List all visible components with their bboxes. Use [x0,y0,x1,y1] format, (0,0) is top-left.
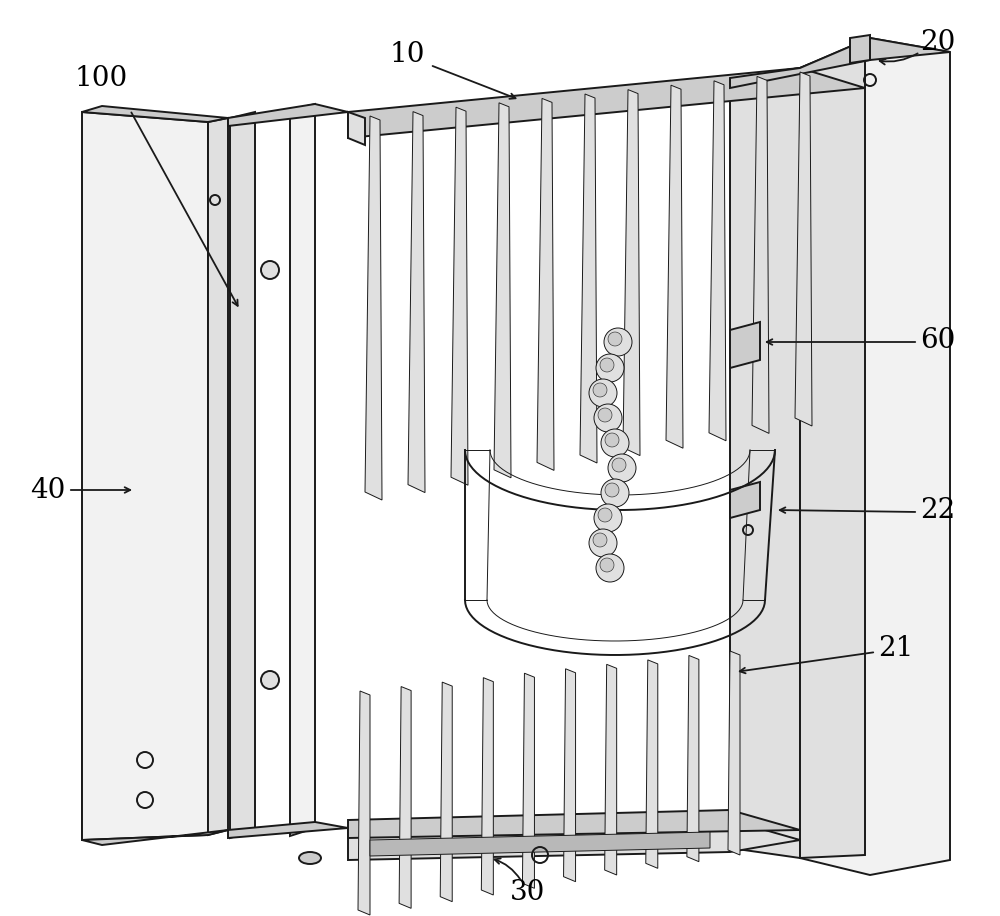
Polygon shape [440,682,452,901]
Circle shape [589,529,617,557]
Circle shape [600,558,614,572]
Polygon shape [228,822,348,838]
Circle shape [261,671,279,689]
Polygon shape [522,673,534,889]
Polygon shape [358,691,370,915]
Circle shape [596,354,624,382]
Polygon shape [228,104,348,126]
Polygon shape [850,35,870,63]
Polygon shape [408,112,425,493]
Polygon shape [623,90,640,455]
Polygon shape [348,68,865,138]
Text: 60: 60 [920,326,955,354]
Circle shape [605,483,619,497]
Circle shape [601,429,629,457]
Text: 30: 30 [510,878,545,906]
Circle shape [608,332,622,346]
Circle shape [593,383,607,397]
Polygon shape [481,678,493,895]
Circle shape [612,458,626,472]
Polygon shape [537,98,554,471]
Circle shape [594,504,622,532]
Polygon shape [728,651,740,855]
Circle shape [598,508,612,522]
Circle shape [594,404,622,432]
Polygon shape [348,820,800,860]
Polygon shape [230,112,255,838]
Text: 10: 10 [390,41,426,69]
Polygon shape [666,85,683,448]
Circle shape [600,358,614,372]
Circle shape [601,479,629,507]
Polygon shape [730,68,800,858]
Circle shape [605,433,619,447]
Polygon shape [208,118,228,835]
Polygon shape [348,810,800,838]
Polygon shape [370,832,710,856]
Circle shape [261,261,279,279]
Circle shape [604,328,632,356]
Text: 40: 40 [30,476,65,504]
Circle shape [589,379,617,407]
Polygon shape [730,482,760,518]
Polygon shape [800,42,865,858]
Text: 22: 22 [920,496,955,524]
Polygon shape [730,322,760,368]
Polygon shape [451,107,468,485]
Polygon shape [82,830,228,845]
Polygon shape [687,656,699,862]
Polygon shape [752,76,769,433]
Text: 21: 21 [878,635,913,661]
Circle shape [608,454,636,482]
Ellipse shape [299,852,321,864]
Polygon shape [494,103,511,478]
Polygon shape [800,38,950,875]
Polygon shape [646,660,658,868]
Polygon shape [348,112,365,145]
Polygon shape [82,112,208,840]
Circle shape [596,554,624,582]
Polygon shape [290,104,315,836]
Circle shape [593,533,607,547]
Polygon shape [564,669,576,882]
Polygon shape [580,94,597,463]
Polygon shape [605,664,617,875]
Polygon shape [365,116,382,500]
Polygon shape [709,81,726,441]
Text: 100: 100 [75,64,128,92]
Polygon shape [795,72,812,426]
Polygon shape [399,687,411,909]
Polygon shape [82,106,228,122]
Circle shape [598,408,612,422]
Polygon shape [730,38,950,88]
Text: 20: 20 [920,28,955,56]
